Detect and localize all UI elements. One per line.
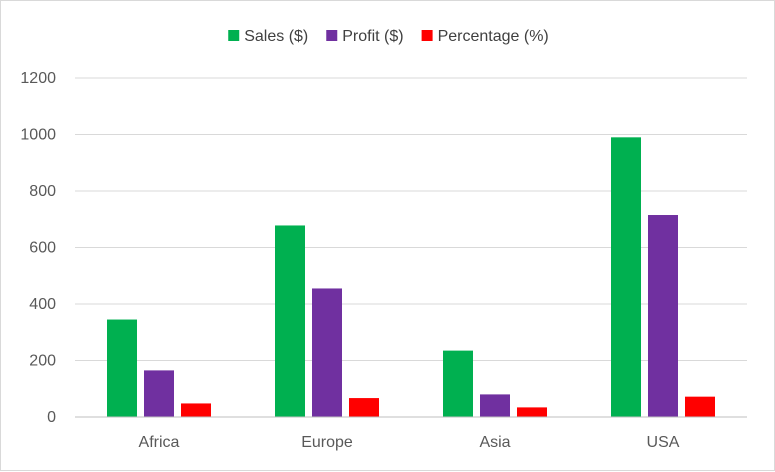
legend-label: Sales ($) — [244, 28, 308, 45]
bar-usa-percentage — [685, 396, 715, 417]
x-tick-label: Europe — [301, 434, 353, 451]
y-tick-label: 0 — [47, 409, 56, 426]
bar-europe-percentage — [349, 398, 379, 417]
bar-asia-sales — [443, 350, 473, 417]
legend-swatch — [421, 30, 433, 41]
legend-item: Percentage (%) — [421, 28, 549, 45]
x-tick-label: Asia — [479, 434, 510, 451]
x-axis-ticks: Africa Europe Asia USA — [139, 434, 680, 451]
x-tick-label: USA — [647, 434, 680, 451]
legend-swatch — [228, 30, 240, 41]
bar-africa-sales — [107, 319, 137, 417]
bars — [107, 137, 715, 417]
x-tick-label: Africa — [139, 434, 180, 451]
legend-label: Profit ($) — [342, 28, 403, 45]
y-tick-label: 1000 — [20, 127, 56, 144]
bar-europe-sales — [275, 225, 305, 417]
bar-usa-sales — [611, 137, 641, 417]
y-axis-ticks: 0 200 400 600 800 1000 1200 — [20, 70, 56, 426]
y-tick-label: 800 — [29, 183, 56, 200]
y-tick-label: 600 — [29, 240, 56, 257]
bar-africa-percentage — [181, 403, 211, 417]
bar-usa-profit — [648, 215, 678, 417]
legend-swatch — [326, 30, 338, 41]
bar-asia-percentage — [517, 407, 547, 417]
legend-item: Sales ($) — [228, 28, 308, 45]
legend: Sales ($) Profit ($) Percentage (%) — [228, 28, 549, 45]
y-tick-label: 1200 — [20, 70, 56, 87]
legend-item: Profit ($) — [326, 28, 404, 45]
y-tick-label: 400 — [29, 296, 56, 313]
bar-africa-profit — [144, 370, 174, 417]
y-tick-label: 200 — [29, 353, 56, 370]
gridlines — [75, 77, 747, 361]
legend-label: Percentage (%) — [438, 28, 549, 45]
bar-europe-profit — [312, 288, 342, 417]
bar-asia-profit — [480, 394, 510, 417]
